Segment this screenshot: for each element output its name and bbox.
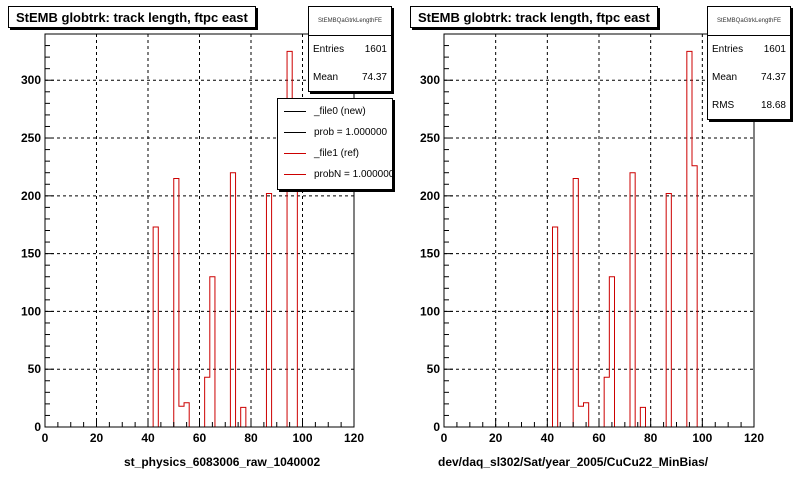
legend-label-new: _file0 (new) [314,106,366,117]
legend-line-prob [284,132,306,133]
legend-label-ref: _file1 (ref) [314,148,360,159]
x-tick-label: 100 [292,431,312,445]
left-stats-box: StEMBQaGtrkLengthFE Entries 1601 Mean 74… [308,6,392,92]
legend-label-prob: prob = 1.000000 [314,127,388,138]
plot-frame [44,33,355,428]
stats-mean-row: Mean 74.37 [708,64,790,92]
y-tick-label: 100 [21,304,41,318]
x-tick-label: 100 [692,431,712,445]
stats-rms-value: 18.68 [760,100,786,111]
stats-mean-label: Mean [712,72,738,83]
legend-line-ref [284,153,306,154]
x-tick-label: 60 [592,431,606,445]
x-tick-label: 0 [42,431,49,445]
legend-item-ref: _file1 (ref) [278,143,392,164]
legend-label-probn: probN = 1.000000 [314,169,393,180]
y-tick-label: 200 [420,189,440,203]
stats-mean-label: Mean [313,72,339,83]
left-title: StEMB globtrk: track length, ftpc east [8,6,256,28]
y-tick-label: 200 [21,189,41,203]
x-tick-label: 20 [90,431,104,445]
stats-entries-row: Entries 1601 [708,36,790,64]
stats-entries-label: Entries [313,44,345,55]
left-pad: 0 20 40 60 80 100 120 0 50 100 150 200 250 300 StEMB … [8,6,393,469]
y-tick-label: 150 [21,247,41,261]
stats-rms-row: RMS 18.68 [708,92,790,120]
x-tick-label: 0 [441,431,448,445]
right-title: StEMB globtrk: track length, ftpc east [410,6,658,28]
right-pad: 0 20 40 60 80 100 120 0 50 100 150 200 250 300 StEMB … [400,0,800,480]
stats-entries-value: 1601 [763,44,786,55]
legend-item-new: _file0 (new) [278,101,392,122]
legend-line-probn [284,174,306,175]
right-stats-box: StEMBQaGtrkLengthFE Entries 1601 Mean 74… [707,6,791,120]
right-histogram: 0 20 40 60 80 100 120 0 50 100 150 200 250 300 [420,33,764,445]
stats-mean-value: 74.37 [361,72,387,83]
x-tick-label: 20 [489,431,503,445]
y-tick-label: 250 [21,131,41,145]
stats-name: StEMBQaGtrkLengthFE [708,7,790,36]
x-tick-label: 60 [193,431,207,445]
legend: _file0 (new) prob = 1.000000 _file1 (ref… [277,98,393,190]
x-tick-label: 80 [244,431,258,445]
stats-rms-label: RMS [712,100,735,111]
stats-name: StEMBQaGtrkLengthFE [309,7,391,36]
legend-item-prob: prob = 1.000000 [278,122,392,143]
x-tick-label: 80 [644,431,658,445]
x-tick-label: 120 [344,431,364,445]
right-xlabel: dev/daq_sl302/Sat/year_2005/CuCu22_MinBi… [438,455,709,469]
stats-mean-value: 74.37 [760,72,786,83]
legend-line-new [284,111,306,112]
legend-item-probn: probN = 1.000000 [278,164,392,185]
left-xlabel: st_physics_6083006_raw_1040002 [124,455,321,469]
y-tick-label: 300 [420,73,440,87]
x-tick-label: 120 [744,431,764,445]
y-tick-label: 50 [28,362,42,376]
y-tick-label: 0 [433,420,440,434]
y-tick-label: 50 [427,362,441,376]
y-tick-label: 250 [420,131,440,145]
stats-mean-row: Mean 74.37 [309,64,391,92]
y-tick-label: 100 [420,304,440,318]
stats-entries-value: 1601 [364,44,387,55]
y-tick-label: 300 [21,73,41,87]
y-tick-label: 0 [34,420,41,434]
stats-entries-row: Entries 1601 [309,36,391,64]
y-tick-label: 150 [420,247,440,261]
x-tick-label: 40 [141,431,155,445]
x-tick-label: 40 [541,431,555,445]
left-histogram: 0 20 40 60 80 100 120 0 50 100 150 200 250 300 [21,33,364,445]
stats-entries-label: Entries [712,44,744,55]
